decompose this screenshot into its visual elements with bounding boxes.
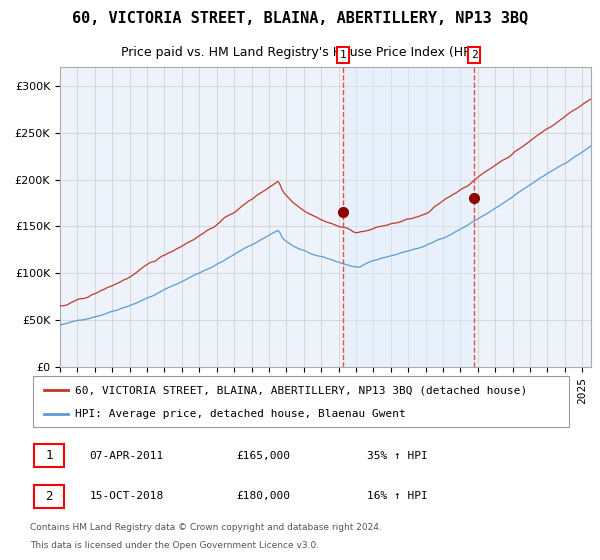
Text: 2: 2 — [45, 490, 53, 503]
FancyBboxPatch shape — [33, 376, 569, 427]
Text: Contains HM Land Registry data © Crown copyright and database right 2024.: Contains HM Land Registry data © Crown c… — [30, 522, 382, 531]
Text: HPI: Average price, detached house, Blaenau Gwent: HPI: Average price, detached house, Blae… — [74, 408, 405, 418]
FancyBboxPatch shape — [34, 485, 64, 508]
Text: 60, VICTORIA STREET, BLAINA, ABERTILLERY, NP13 3BQ (detached house): 60, VICTORIA STREET, BLAINA, ABERTILLERY… — [74, 385, 527, 395]
Text: 60, VICTORIA STREET, BLAINA, ABERTILLERY, NP13 3BQ: 60, VICTORIA STREET, BLAINA, ABERTILLERY… — [72, 11, 528, 26]
Bar — [343, 67, 474, 367]
Text: £165,000: £165,000 — [236, 451, 290, 461]
Text: 1: 1 — [340, 50, 347, 60]
Text: 15-OCT-2018: 15-OCT-2018 — [90, 492, 164, 502]
Text: £180,000: £180,000 — [236, 492, 290, 502]
Text: 2: 2 — [471, 50, 478, 60]
Text: 35% ↑ HPI: 35% ↑ HPI — [367, 451, 427, 461]
Text: 07-APR-2011: 07-APR-2011 — [90, 451, 164, 461]
Text: 1: 1 — [45, 449, 53, 462]
Text: 16% ↑ HPI: 16% ↑ HPI — [367, 492, 427, 502]
Text: This data is licensed under the Open Government Licence v3.0.: This data is licensed under the Open Gov… — [30, 541, 319, 550]
Text: Price paid vs. HM Land Registry's House Price Index (HPI): Price paid vs. HM Land Registry's House … — [121, 46, 479, 59]
FancyBboxPatch shape — [34, 445, 64, 467]
